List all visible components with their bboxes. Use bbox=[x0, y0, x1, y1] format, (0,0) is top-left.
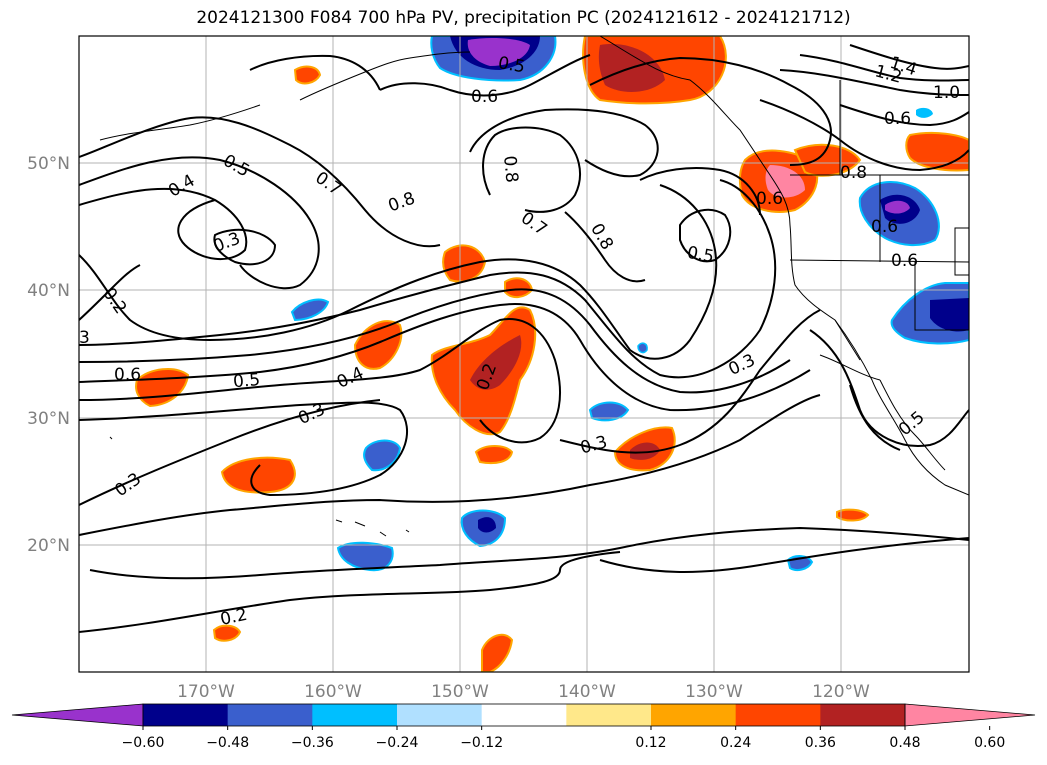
colorbar-tick-label: −0.24 bbox=[376, 735, 419, 751]
colorbar-segment bbox=[312, 704, 398, 726]
gridlines bbox=[79, 36, 969, 672]
lat-label: 40°N bbox=[27, 281, 70, 301]
lon-label: 130°W bbox=[685, 682, 743, 702]
contour-label: 0.8 bbox=[840, 163, 867, 183]
colorbar-tick-label: 0.24 bbox=[720, 735, 751, 751]
lat-label: 30°N bbox=[27, 409, 70, 429]
contour-label: 0.8 bbox=[499, 155, 521, 184]
colorbar-tick-label: 0.60 bbox=[974, 735, 1005, 751]
colorbar-segment bbox=[820, 704, 906, 726]
contour-label: 0.6 bbox=[471, 87, 498, 107]
contour-label: 0.6 bbox=[871, 217, 898, 237]
colorbar-segment bbox=[397, 704, 483, 726]
colorbar-segment bbox=[143, 704, 229, 726]
contour-label: 0.5 bbox=[232, 370, 261, 392]
contour-label: 0.6 bbox=[756, 189, 783, 209]
colorbar-segment bbox=[481, 704, 567, 726]
contour-label: 0.5 bbox=[685, 243, 715, 267]
contour-label: 0.6 bbox=[884, 109, 911, 129]
lon-label: 120°W bbox=[812, 682, 870, 702]
contour-label: 0.6 bbox=[891, 251, 918, 271]
pv-contours bbox=[79, 44, 969, 633]
longitude-labels: 170°W 160°W 150°W 140°W 130°W 120°W bbox=[177, 682, 870, 702]
coastlines bbox=[99, 36, 969, 537]
colorbar-segment bbox=[651, 704, 737, 726]
colorbar-extend-min bbox=[11, 703, 144, 727]
contour-label: 1.0 bbox=[933, 83, 960, 103]
colorbar: −0.60 −0.48 −0.36 −0.24 −0.12 0.12 0.24 0.36 0.4… bbox=[11, 703, 1036, 751]
map-plot-area: 0.5 0.6 1.4 1.2 1.0 0.6 0.8 0.8 0.5 0.7 … bbox=[79, 36, 969, 672]
map-title: 2024121300 F084 700 hPa PV, precipitatio… bbox=[196, 8, 851, 28]
contour-label: 0.6 bbox=[114, 365, 141, 385]
colorbar-tick-label: −0.12 bbox=[460, 735, 503, 751]
lon-label: 160°W bbox=[304, 682, 362, 702]
latitude-labels: 50°N 40°N 30°N 20°N bbox=[27, 154, 70, 556]
colorbar-outline bbox=[142, 703, 906, 727]
colorbar-tick-label: −0.48 bbox=[206, 735, 249, 751]
colorbar-tick-label: −0.36 bbox=[291, 735, 334, 751]
colorbar-segment bbox=[227, 704, 313, 726]
contour-label: 3 bbox=[79, 328, 90, 348]
lat-label: 20°N bbox=[27, 536, 70, 556]
lon-label: 150°W bbox=[431, 682, 489, 702]
colorbar-tick-label: 0.12 bbox=[635, 735, 666, 751]
colorbar-extend-max bbox=[904, 703, 1036, 727]
map-frame bbox=[78, 35, 970, 673]
contour-label: 0.5 bbox=[496, 53, 526, 77]
colorbar-tick-label: 0.36 bbox=[805, 735, 836, 751]
colorbar-segment bbox=[566, 704, 652, 726]
colorbar-tick-label: 0.48 bbox=[889, 735, 920, 751]
lat-label: 50°N bbox=[27, 154, 70, 174]
lon-label: 170°W bbox=[177, 682, 235, 702]
colorbar-tick-label: −0.60 bbox=[122, 735, 165, 751]
lon-label: 140°W bbox=[558, 682, 616, 702]
colorbar-segment bbox=[735, 704, 821, 726]
